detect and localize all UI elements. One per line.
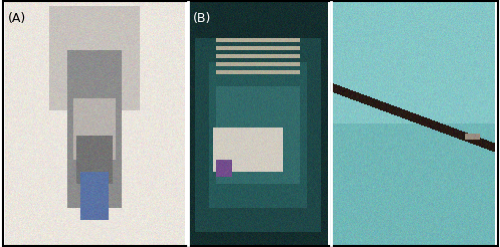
Text: (B): (B)	[192, 12, 211, 25]
Text: (A): (A)	[8, 12, 26, 25]
